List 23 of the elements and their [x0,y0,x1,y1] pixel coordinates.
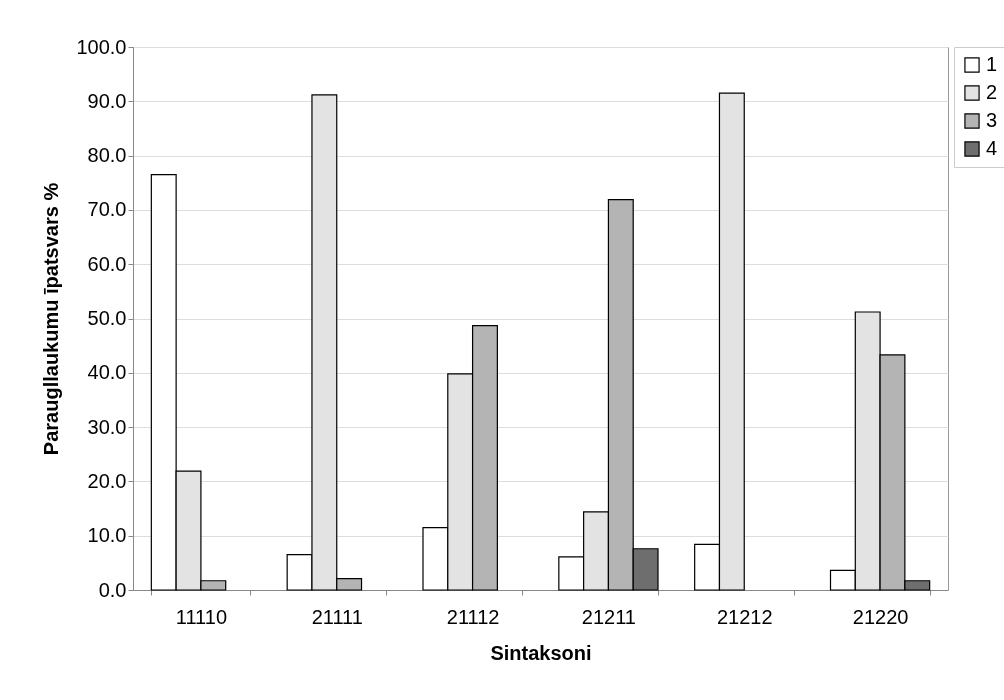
y-tick-label: 10.0 [87,524,127,547]
legend-label: 1 [986,53,998,75]
y-tick-label: 50.0 [87,307,127,329]
y-tick-label: 90.0 [87,89,127,112]
legend-label: 2 [986,81,998,103]
x-tick-label: 11110 [175,605,227,628]
y-tick-label: 70.0 [87,198,127,221]
x-tick-label: 21111 [311,605,363,628]
y-tick-label: 20.0 [87,469,127,492]
y-axis-title: Paraugllaukumu īpatsvars % [40,182,63,456]
y-tick-label: 30.0 [87,415,127,438]
x-tick-label: 21112 [446,605,500,628]
x-tick-label: 21212 [716,605,773,628]
y-tick-label: 60.0 [87,252,127,275]
y-tick-label: 100.0 [76,35,127,58]
legend-label: 4 [986,137,998,159]
x-tick-label: 21211 [581,605,636,628]
x-tick-label: 21220 [852,605,909,628]
legend-label: 3 [986,109,998,131]
y-tick-label: 0.0 [98,578,127,601]
x-axis-title: Sintaksoni [490,641,592,664]
y-tick-label: 80.0 [87,144,127,167]
y-tick-label: 40.0 [87,361,127,384]
